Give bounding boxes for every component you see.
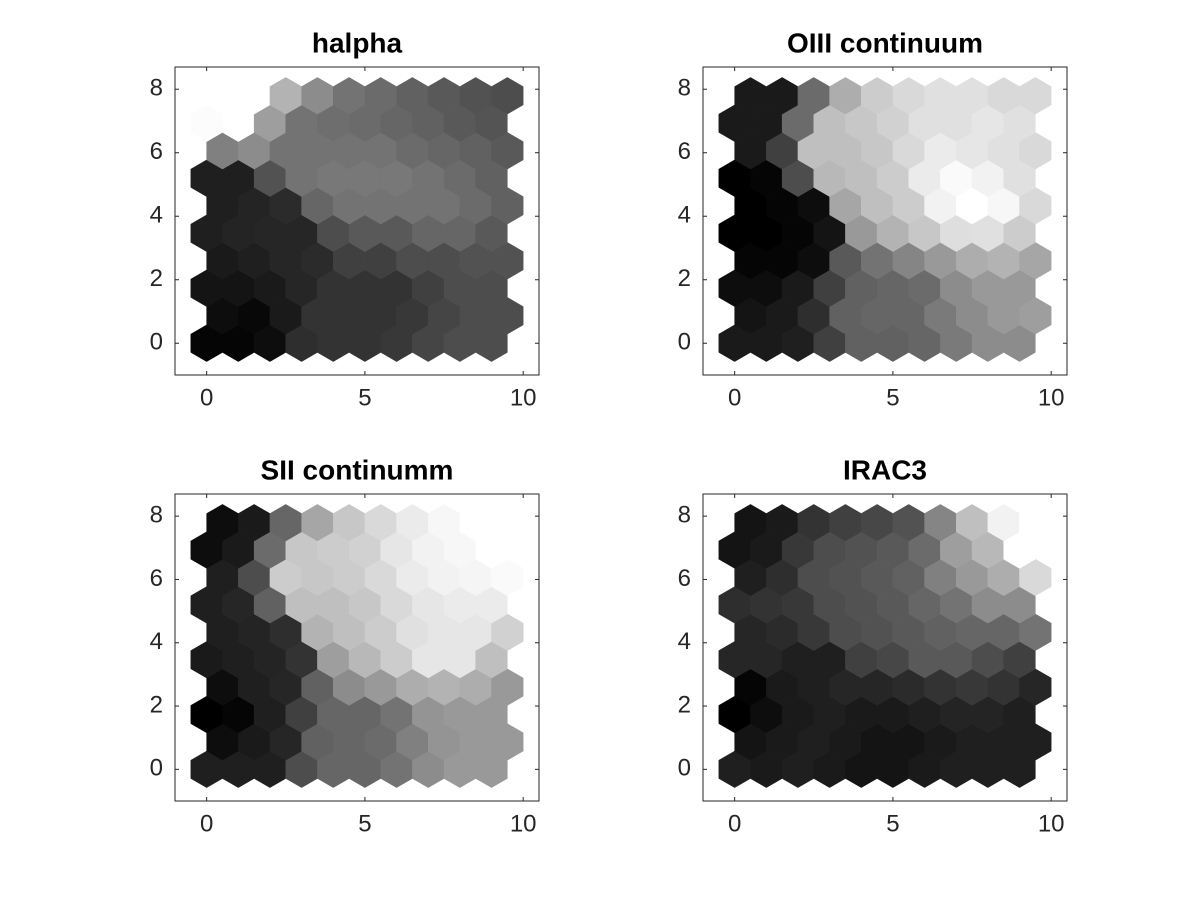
- y-tick-label: 4: [678, 628, 691, 655]
- y-tick-label: 6: [678, 565, 691, 592]
- x-tick-label: 0: [728, 810, 741, 837]
- y-tick-label: 6: [150, 565, 163, 592]
- y-tick-label: 4: [150, 628, 163, 655]
- y-tick-label: 0: [678, 755, 691, 782]
- x-tick-label: 0: [200, 810, 213, 837]
- axes-box: [702, 493, 1068, 802]
- x-tick-label: 10: [1038, 810, 1065, 837]
- y-tick-label: 0: [150, 329, 163, 356]
- chart-title: IRAC3: [843, 454, 927, 485]
- x-tick-label: 0: [728, 384, 741, 411]
- x-tick-label: 5: [886, 384, 899, 411]
- x-tick-label: 5: [358, 384, 371, 411]
- y-tick-label: 2: [678, 691, 691, 718]
- y-tick-label: 0: [150, 755, 163, 782]
- y-tick-label: 8: [150, 75, 163, 102]
- x-tick-label: 5: [358, 810, 371, 837]
- x-tick-label: 10: [510, 810, 537, 837]
- axes-box: [702, 66, 1068, 376]
- y-tick-label: 4: [150, 202, 163, 229]
- y-tick-label: 6: [150, 138, 163, 165]
- y-tick-label: 8: [678, 75, 691, 102]
- x-tick-label: 10: [1038, 384, 1065, 411]
- y-tick-label: 0: [678, 329, 691, 356]
- chart-title: OIII continuum: [787, 27, 983, 58]
- y-tick-label: 4: [678, 202, 691, 229]
- x-tick-label: 0: [200, 384, 213, 411]
- hex-cell: [1019, 504, 1052, 542]
- y-tick-label: 6: [678, 138, 691, 165]
- y-tick-label: 8: [150, 501, 163, 528]
- y-tick-label: 8: [678, 501, 691, 528]
- y-tick-label: 2: [150, 691, 163, 718]
- y-tick-label: 2: [150, 265, 163, 292]
- hex-cell: [491, 504, 524, 542]
- chart-title: SII continumm: [261, 454, 454, 485]
- hex-cell: [1019, 77, 1052, 115]
- y-tick-label: 2: [678, 265, 691, 292]
- x-tick-label: 10: [510, 384, 537, 411]
- axes-box: [174, 66, 540, 376]
- x-tick-label: 5: [886, 810, 899, 837]
- chart-title: halpha: [312, 27, 403, 58]
- axes-box: [174, 493, 540, 802]
- hex-cell: [491, 77, 524, 115]
